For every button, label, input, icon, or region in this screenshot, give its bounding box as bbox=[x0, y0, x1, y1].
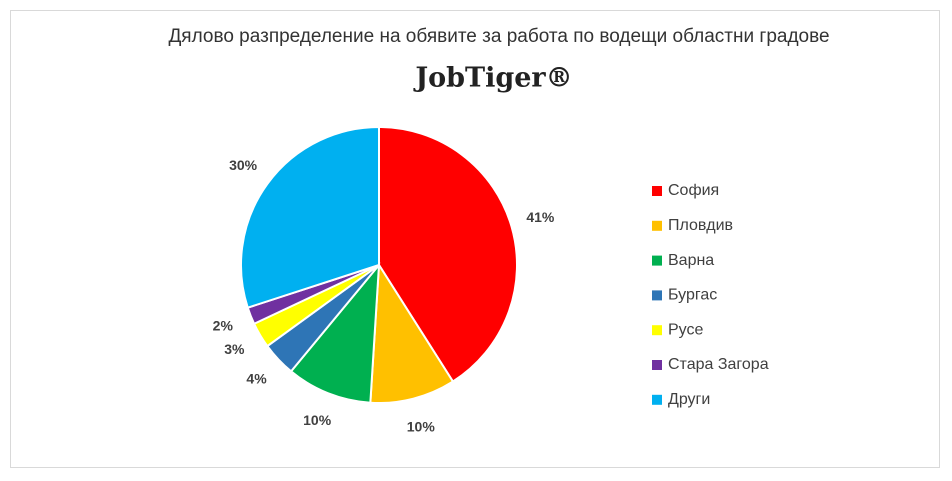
legend-label: Бургас bbox=[668, 287, 717, 304]
legend-swatch bbox=[652, 255, 662, 266]
legend-label: Варна bbox=[668, 252, 714, 269]
legend-label: Пловдив bbox=[668, 217, 733, 234]
legend-swatch bbox=[652, 394, 662, 405]
data-label: 10% bbox=[303, 412, 332, 428]
logo: JobTiger® bbox=[413, 63, 572, 94]
legend-label: Русе bbox=[668, 321, 703, 338]
legend-label: Стара Загора bbox=[668, 356, 769, 373]
pie-slice bbox=[289, 261, 381, 404]
legend-label: Други bbox=[668, 391, 710, 408]
legend-swatch bbox=[652, 325, 662, 336]
data-label: 30% bbox=[229, 157, 258, 173]
legend-swatch bbox=[652, 290, 662, 301]
legend-swatch bbox=[652, 220, 662, 231]
data-label: 3% bbox=[224, 341, 245, 357]
legend-label: София bbox=[668, 182, 719, 199]
chart-title: Дялово разпределение на обявите за работ… bbox=[168, 26, 829, 47]
data-label: 4% bbox=[246, 371, 267, 387]
legend-swatch bbox=[652, 360, 662, 370]
pie-slice bbox=[369, 261, 455, 404]
data-label: 2% bbox=[213, 318, 234, 334]
data-label: 41% bbox=[526, 209, 555, 225]
data-label: 10% bbox=[407, 418, 436, 434]
legend-swatch bbox=[652, 186, 662, 196]
pie-slice bbox=[240, 125, 380, 309]
